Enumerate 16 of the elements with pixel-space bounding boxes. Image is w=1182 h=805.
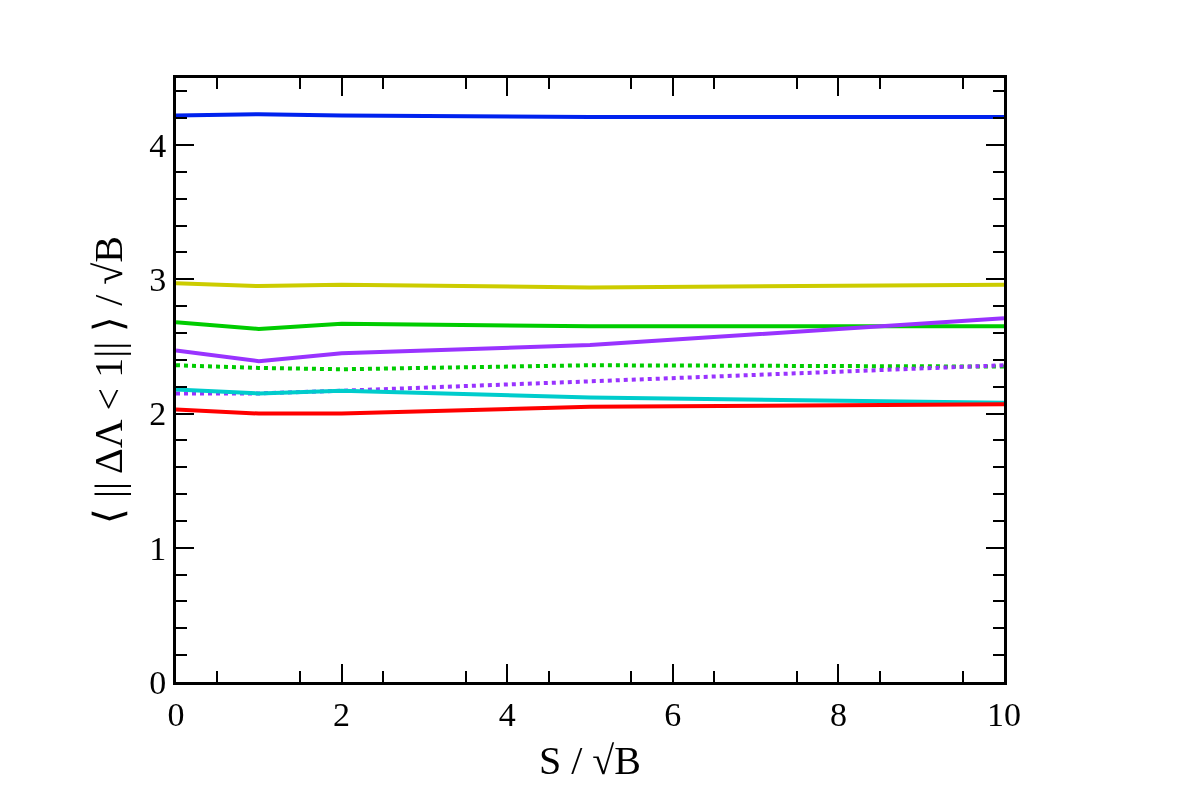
x-axis-title: S / √B	[539, 738, 641, 784]
x-tick-label: 8	[829, 695, 847, 733]
line-series	[176, 320, 1004, 331]
y-tick-label: 1	[149, 529, 167, 567]
x-tick-label: 4	[498, 695, 516, 733]
x-tick-label: 6	[664, 695, 682, 733]
y-tick-label: 4	[149, 127, 167, 165]
line-series	[176, 316, 1004, 364]
x-tick-label: 2	[333, 695, 351, 733]
y-tick-label: 2	[149, 395, 167, 433]
line-series	[176, 387, 1004, 405]
y-axis-title: ⟨ || ΔΛ < 1|| ⟩ / √B	[85, 236, 131, 524]
y-tick-label: 0	[149, 663, 167, 701]
line-series	[176, 402, 1004, 416]
x-tick-label: 10	[987, 695, 1021, 733]
y-tick-label: 3	[149, 261, 167, 299]
